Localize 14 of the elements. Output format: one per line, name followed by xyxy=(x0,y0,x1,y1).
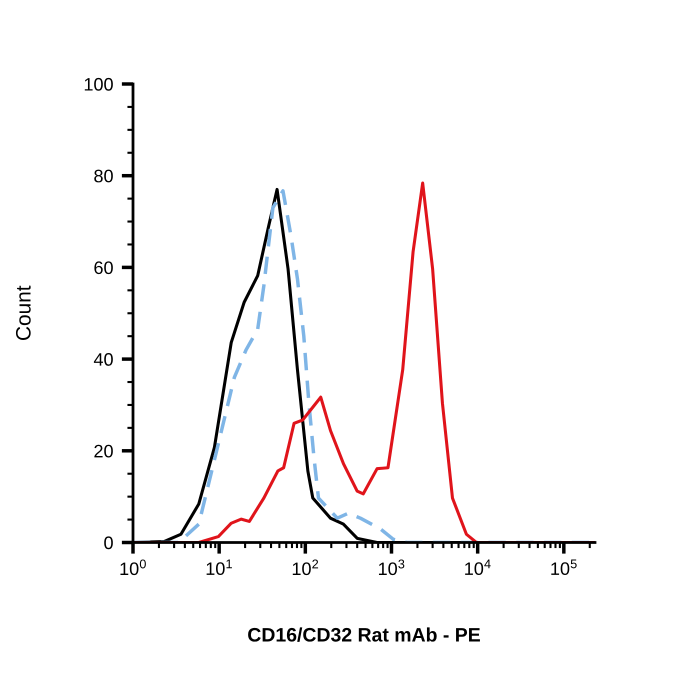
y-tick-label: 40 xyxy=(94,353,113,366)
y-axis-title: Count xyxy=(16,286,31,340)
x-tick-label: 10$^{2}$ xyxy=(292,560,318,576)
y-tick-label: 0 xyxy=(104,536,113,550)
x-tick-label: 10$^{3}$ xyxy=(378,560,404,576)
y-tick-label: 20 xyxy=(94,444,113,458)
y-tick-label: 100 xyxy=(84,78,113,91)
y-tick-label: 80 xyxy=(94,170,113,182)
x-tick-label: 10$^{0}$ xyxy=(120,560,146,576)
x-tick-label: 10$^{5}$ xyxy=(551,560,577,576)
x-tick-label: 10$^{1}$ xyxy=(206,560,232,576)
y-tick-label: 60 xyxy=(94,261,113,274)
x-tick-label: 10$^{4}$ xyxy=(465,560,491,576)
x-axis-title: CD16/CD32 Rat mAb - PE xyxy=(248,627,480,642)
